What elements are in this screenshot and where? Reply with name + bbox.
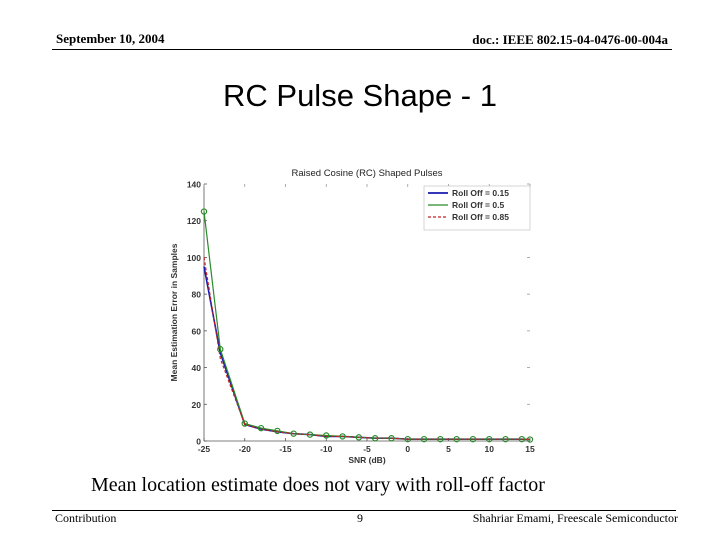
footer-divider	[52, 510, 676, 511]
slide-title: RC Pulse Shape - 1	[223, 78, 497, 113]
legend-label: Roll Off = 0.85	[452, 212, 509, 222]
header-divider	[52, 49, 672, 50]
data-point-marker	[404, 435, 411, 443]
chart: Raised Cosine (RC) Shaped Pulses 0 20 40 60 8…	[169, 168, 535, 465]
footer-contribution: Contribution	[55, 511, 117, 525]
y-tick-label: 0	[196, 437, 201, 447]
data-point-marker	[469, 435, 477, 443]
footer-page-number: 9	[357, 511, 363, 525]
chart-title: Raised Cosine (RC) Shaped Pulses	[291, 168, 442, 179]
data-point-marker	[437, 435, 444, 443]
legend-label: Roll Off = 0.5	[452, 200, 504, 210]
header-date: September 10, 2004	[56, 31, 165, 46]
x-tick-label: 5	[446, 444, 451, 454]
x-tick-label: -5	[363, 444, 371, 454]
data-point-marker	[526, 436, 534, 443]
data-point-marker	[200, 208, 208, 215]
x-tick-label: 15	[525, 444, 535, 454]
y-tick-label: 120	[187, 216, 201, 226]
data-point-marker	[323, 432, 330, 439]
data-point-marker	[420, 435, 428, 443]
data-point-marker	[306, 431, 314, 438]
data-point-marker	[339, 433, 346, 440]
y-tick-label: 60	[192, 326, 202, 336]
x-tick-label: 10	[485, 444, 495, 454]
slide-caption: Mean location estimate does not vary wit…	[91, 474, 545, 496]
header-doc-id: doc.: IEEE 802.15-04-0476-00-004a	[472, 32, 668, 47]
series-line-3	[203, 257, 531, 441]
data-point-marker	[518, 435, 526, 443]
data-point-marker	[217, 346, 224, 353]
y-tick-label: 100	[187, 253, 201, 263]
data-point-marker	[388, 435, 395, 442]
y-tick-label: 80	[192, 290, 202, 300]
data-point-marker	[290, 430, 297, 437]
footer-author: Shahriar Emami, Freescale Semiconductor	[472, 511, 678, 525]
y-tick-label: 140	[187, 180, 201, 190]
series-line-1	[203, 266, 531, 441]
x-tick-label: 0	[405, 444, 410, 454]
legend-label: Roll Off = 0.15	[452, 188, 509, 198]
x-tick-label: -10	[320, 444, 333, 454]
data-point-marker	[355, 434, 363, 441]
data-point-marker	[274, 427, 281, 435]
data-point-marker	[371, 435, 379, 442]
y-axis-label: Mean Estimation Error in Samples	[169, 243, 179, 381]
x-tick-label: -15	[279, 444, 292, 454]
data-point-marker	[453, 435, 460, 443]
x-tick-label: -20	[239, 444, 252, 454]
data-point-marker	[241, 420, 248, 427]
x-tick-label: -25	[198, 444, 211, 454]
data-point-marker	[257, 424, 265, 432]
y-tick-label: 40	[192, 363, 202, 373]
data-point-marker	[486, 435, 493, 443]
data-point-marker	[502, 435, 509, 443]
series-line-2	[203, 211, 531, 441]
x-axis-label: SNR (dB)	[348, 455, 385, 465]
y-tick-label: 20	[192, 400, 202, 410]
